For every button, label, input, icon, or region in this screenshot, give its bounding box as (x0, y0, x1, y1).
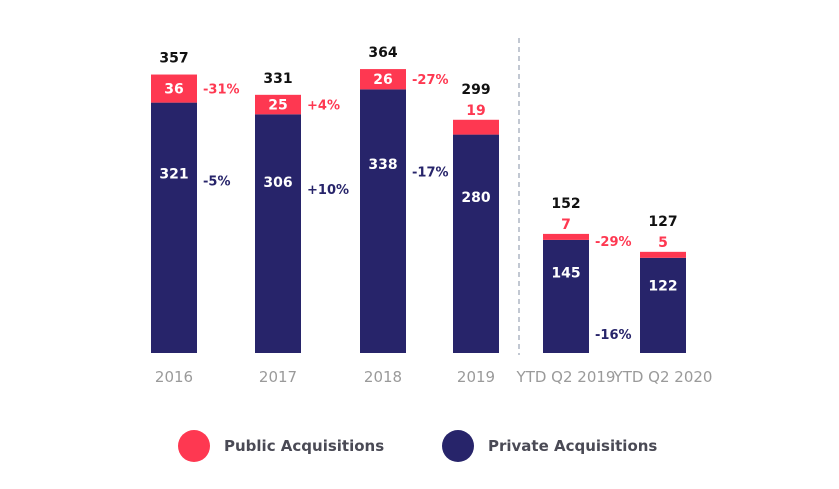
bar-private-2017 (255, 114, 301, 353)
legend-swatch-public (178, 430, 210, 462)
change-label-public: +4% (307, 99, 340, 114)
total-label: 357 (159, 51, 188, 67)
value-label-private: 338 (368, 157, 397, 173)
legend-item-private: Private Acquisitions (442, 430, 657, 462)
bar-private-ytd-q2-2020 (640, 257, 686, 353)
total-label: 127 (648, 214, 677, 230)
category-label: 2018 (364, 368, 402, 386)
change-label-public: -27% (412, 73, 449, 88)
category-label: YTD Q2 2020 (613, 368, 713, 386)
bar-public-2018 (360, 69, 406, 90)
bar-private-2018 (360, 89, 406, 354)
value-label-public: 5 (658, 235, 668, 251)
value-label-private: 122 (648, 278, 677, 294)
value-label-public: 19 (466, 103, 485, 119)
category-label: YTD Q2 2019 (516, 368, 616, 386)
value-label-private: 145 (551, 266, 580, 282)
value-label-private: 306 (263, 175, 292, 191)
bar-public-ytd-q2-2019 (543, 233, 589, 240)
change-label-public: -29% (595, 235, 632, 250)
legend-item-public: Public Acquisitions (178, 430, 384, 462)
legend: Public Acquisitions Private Acquisitions (0, 430, 839, 470)
value-label-public: 36 (164, 82, 183, 98)
bar-private-2016 (151, 102, 197, 354)
total-label: 364 (368, 45, 397, 61)
category-label: 2019 (457, 368, 495, 386)
change-label-private: -17% (412, 165, 449, 180)
change-label-private: -16% (595, 328, 632, 343)
bar-public-2017 (255, 94, 301, 115)
legend-label-public: Public Acquisitions (224, 437, 385, 455)
change-label-public: -31% (203, 83, 240, 98)
bar-private-ytd-q2-2019 (543, 239, 589, 353)
legend-label-private: Private Acquisitions (488, 437, 658, 455)
value-label-public: 26 (373, 72, 392, 88)
category-label: 2016 (155, 368, 193, 386)
value-label-private: 280 (461, 190, 490, 206)
change-label-private: +10% (307, 183, 349, 198)
bar-public-ytd-q2-2020 (640, 251, 686, 258)
total-label: 331 (263, 71, 292, 87)
stacked-bar-chart: 321 36 357 -31% -5% 2016 306 25 331 +4% +10% 2017 33… (151, 38, 713, 386)
bar-public-2019 (453, 119, 499, 135)
change-label-private: -5% (203, 175, 230, 190)
legend-swatch-private (442, 430, 474, 462)
value-label-public: 25 (268, 98, 287, 114)
category-label: 2017 (259, 368, 297, 386)
total-label: 299 (461, 82, 490, 98)
value-label-public: 7 (561, 217, 571, 233)
total-label: 152 (551, 196, 580, 212)
bar-private-2019 (453, 134, 499, 353)
value-label-private: 321 (159, 167, 188, 183)
bar-public-2016 (151, 74, 197, 103)
